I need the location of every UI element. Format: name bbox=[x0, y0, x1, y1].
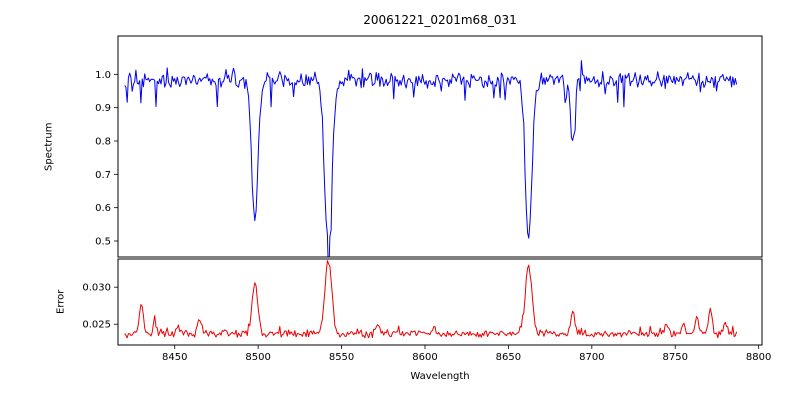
x-tick-label: 8650 bbox=[496, 352, 521, 363]
y-tick-label: 0.7 bbox=[95, 170, 111, 181]
x-tick-label: 8750 bbox=[663, 352, 688, 363]
chart-title: 20061221_0201m68_031 bbox=[363, 13, 517, 27]
y-tick-label: 0.5 bbox=[95, 237, 111, 248]
y-axis-label-error: Error bbox=[55, 289, 67, 315]
y-tick-label: 0.8 bbox=[95, 137, 111, 148]
panel-border bbox=[117, 258, 763, 346]
axes: 0.5 0.6 0.7 0.8 0.9 1.0 0.025 0.030 8450 8500 8550… bbox=[82, 35, 771, 363]
y-tick-label: 0.030 bbox=[82, 283, 111, 294]
y-tick-label: 0.6 bbox=[95, 203, 111, 214]
spectrum-line bbox=[124, 60, 738, 257]
y-tick-label: 0.9 bbox=[95, 103, 111, 114]
y-tick-label: 1.0 bbox=[95, 70, 111, 81]
x-tick-label: 8450 bbox=[162, 352, 187, 363]
x-tick-label: 8700 bbox=[579, 352, 604, 363]
error-line bbox=[124, 260, 738, 339]
y-tick-label: 0.025 bbox=[82, 320, 111, 331]
x-tick-label: 8550 bbox=[329, 352, 354, 363]
x-tick-label: 8600 bbox=[412, 352, 437, 363]
x-axis-label: Wavelength bbox=[410, 371, 470, 382]
y-axis-label-spectrum: Spectrum bbox=[43, 122, 55, 171]
panel-border bbox=[117, 35, 763, 258]
x-tick-label: 8800 bbox=[746, 352, 771, 363]
error-series bbox=[124, 260, 738, 339]
x-tick-label: 8500 bbox=[245, 352, 270, 363]
spectrum-series bbox=[124, 60, 738, 257]
